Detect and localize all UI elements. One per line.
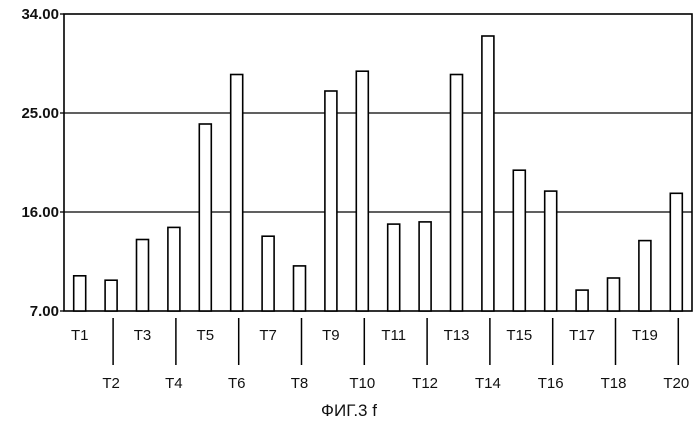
- bar-t19: [639, 241, 651, 311]
- x-axis-labels: T1 T2 T3 T4 T5 T6 T7 T8 T9 T10 T11 T12 T13 T14 T15 T16 T…: [71, 318, 689, 392]
- bar-t10: [356, 71, 368, 311]
- y-tick-label: 16.00: [21, 204, 59, 221]
- x-tick-label: T18: [601, 375, 627, 392]
- x-tick-label: T16: [538, 375, 564, 392]
- x-tick-label: T11: [381, 327, 406, 344]
- y-tick-label: 25.00: [21, 105, 59, 122]
- x-tick-label: T2: [102, 375, 120, 392]
- bar-t7: [262, 236, 274, 311]
- bar-t3: [137, 240, 149, 312]
- x-tick-label: T4: [165, 375, 183, 392]
- x-tick-label: T10: [349, 375, 375, 392]
- bar-t18: [608, 278, 620, 311]
- x-tick-label: T5: [197, 327, 215, 344]
- x-tick-label: T14: [475, 375, 501, 392]
- x-tick-label: T7: [259, 327, 277, 344]
- x-tick-label: T13: [444, 327, 470, 344]
- bar-t2: [105, 280, 117, 311]
- bar-t12: [419, 222, 431, 311]
- x-tick-label: T1: [71, 327, 89, 344]
- bar-t4: [168, 227, 180, 311]
- x-tick-label: T9: [322, 327, 340, 344]
- bar-t13: [451, 75, 463, 312]
- bar-t8: [294, 266, 306, 311]
- x-tick-label: T15: [506, 327, 532, 344]
- plot-area: [64, 14, 692, 311]
- figure-caption: ФИГ.3 f: [321, 401, 377, 420]
- y-axis-ticks: 7.00 16.00 25.00 34.00: [21, 6, 64, 320]
- bar-t9: [325, 91, 337, 311]
- bar-t17: [576, 290, 588, 311]
- bar-t6: [231, 75, 243, 312]
- bar-t16: [545, 191, 557, 311]
- bars: [74, 36, 683, 311]
- bar-t5: [199, 124, 211, 311]
- x-tick-label: T20: [663, 375, 689, 392]
- x-tick-label: T12: [412, 375, 438, 392]
- x-tick-label: T8: [291, 375, 309, 392]
- y-tick-label: 34.00: [21, 6, 59, 23]
- x-tick-label: T17: [569, 327, 595, 344]
- y-tick-label: 7.00: [30, 303, 59, 320]
- bar-t15: [513, 170, 525, 311]
- grid-lines: [64, 113, 692, 212]
- x-tick-label: T3: [134, 327, 152, 344]
- x-tick-label: T19: [632, 327, 658, 344]
- x-tick-label: T6: [228, 375, 246, 392]
- plot-border: [64, 14, 692, 311]
- bar-t14: [482, 36, 494, 311]
- bar-t1: [74, 276, 86, 311]
- bar-t20: [670, 193, 682, 311]
- bar-t11: [388, 224, 400, 311]
